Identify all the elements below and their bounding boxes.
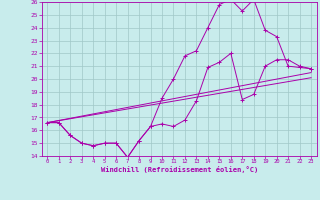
- X-axis label: Windchill (Refroidissement éolien,°C): Windchill (Refroidissement éolien,°C): [100, 166, 258, 173]
